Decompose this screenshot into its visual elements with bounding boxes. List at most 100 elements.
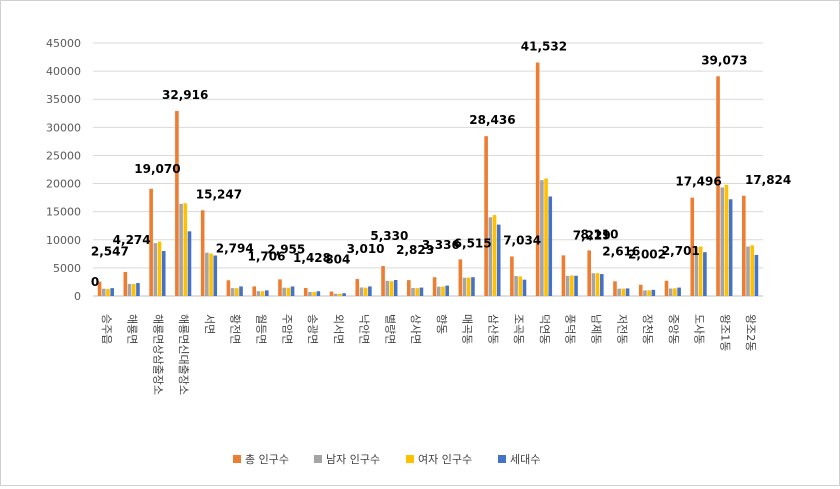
bar [595,273,600,296]
bar [600,274,604,296]
bar [312,292,316,296]
category-label: 덕연동 [538,314,551,344]
category-label: 왕조1동 [718,314,731,351]
category-label: 낙안면 [358,314,371,344]
bar [716,76,720,297]
data-label: 7,034 [503,233,541,247]
data-label: 2,616 [602,244,640,258]
bar [445,285,449,296]
category-label: 해룡면 [126,314,140,344]
category-label: 도사동 [693,314,706,344]
bar [668,288,673,296]
bar [183,203,188,296]
bar [561,255,566,296]
bar [570,275,574,296]
bar [548,196,553,296]
data-label: 2,547 [91,245,129,259]
data-label: 1,428 [293,251,331,265]
legend-label: 세대수 [510,453,540,466]
bar [153,243,158,296]
bar [252,286,256,296]
bar [230,288,235,296]
y-tick-label: 25000 [46,149,81,162]
y-tick-label: 20000 [46,178,81,191]
bar [613,281,617,296]
bar [728,199,733,296]
bar [522,279,527,296]
data-label: 15,247 [196,187,242,201]
bar [742,195,746,296]
data-label: 2,955 [267,242,305,256]
bar [161,251,166,296]
category-label: 상사면 [409,314,422,344]
data-label: 39,073 [701,53,747,67]
bar [175,110,179,296]
data-label: 19,070 [134,162,180,176]
bar [205,252,209,296]
bar [338,293,342,296]
bar [256,291,261,296]
bar [290,286,295,296]
data-label: 32,916 [162,88,208,102]
bar [209,253,213,296]
bar [106,288,110,296]
category-label: 별량면 [383,314,396,344]
bar [720,187,725,296]
bar [617,288,621,296]
bar [385,280,390,296]
data-label: 2,002 [628,248,666,262]
bar [389,281,394,296]
bar [149,188,153,296]
data-label: 3,010 [347,242,385,256]
bar [368,286,372,296]
bar [342,293,346,296]
category-label: 장천동 [641,314,655,344]
bar [226,280,231,296]
category-label: 중앙동 [667,314,680,344]
category-label: 남제동 [590,314,603,344]
category-label: 조곡동 [512,314,525,344]
bar [754,254,759,296]
legend-swatch [406,455,414,463]
category-label: 저전동 [615,314,628,344]
bar [518,276,523,296]
bar [510,256,514,296]
category-label: 서면 [203,314,216,334]
bar [544,178,548,296]
bar [574,275,578,296]
bar [625,288,630,296]
category-label: 해룡면신대출장소 [177,314,191,395]
bar [488,217,493,296]
category-label: 송광면 [306,314,319,344]
legend-label: 남자 인구수 [326,453,380,466]
bar [441,286,445,296]
bar [750,245,755,296]
bar [643,290,647,296]
bar [484,136,488,296]
bar [407,280,411,296]
category-label: 매곡동 [461,314,474,344]
bar [235,288,239,296]
category-label: 승주읍 [100,314,113,344]
y-tick-label: 35000 [46,93,81,106]
bar [329,291,334,296]
category-label: 주암면 [280,314,293,344]
data-label: 804 [325,252,350,266]
bar [462,277,467,296]
data-label: 3,336 [422,238,460,252]
y-tick-label: 5000 [53,262,81,275]
bar [127,283,132,296]
data-label: 28,436 [469,113,515,127]
bar [363,287,368,296]
data-label: 4,274 [113,233,151,247]
y-tick-label: 15000 [46,206,81,219]
bar [698,246,703,296]
bar [514,276,518,296]
category-label: 황전면 [229,314,242,344]
data-label: 41,532 [521,39,567,53]
bar [677,287,681,296]
data-label: 17,824 [745,173,791,187]
bar [282,287,286,296]
bar [647,290,651,296]
bar [492,215,497,296]
